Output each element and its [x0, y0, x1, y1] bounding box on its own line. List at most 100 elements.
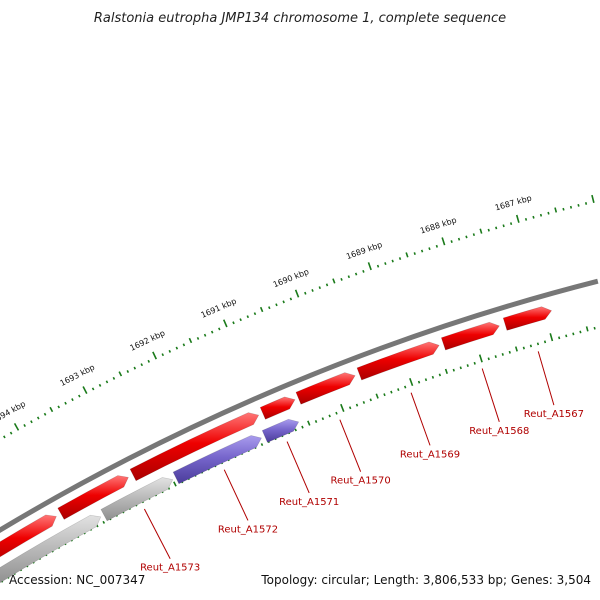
- outer-scale-tick: [203, 333, 207, 337]
- kbp-tick-label: 1690 kbp: [272, 267, 310, 289]
- inner-scale-tick: [390, 390, 393, 394]
- gene-leader-line: [339, 419, 362, 472]
- outer-scale-tick: [13, 422, 20, 431]
- outer-scale-tick: [196, 336, 200, 340]
- outer-scale-tick: [435, 244, 439, 248]
- gene-label-reut_a1573r[interactable]: Reut_A1573: [140, 563, 200, 574]
- gene-label-reut_a1570[interactable]: Reut_A1570: [331, 476, 391, 487]
- outer-scale-tick: [479, 228, 483, 234]
- outer-scale-tick: [9, 431, 13, 435]
- map-title: Ralstonia eutropha JMP134 chromosome 1, …: [94, 11, 506, 26]
- outer-scale-tick: [175, 346, 179, 350]
- outer-scale-tick: [591, 194, 595, 203]
- outer-scale-tick: [362, 269, 365, 273]
- inner-scale-tick: [307, 420, 311, 426]
- outer-scale-tick: [347, 275, 351, 279]
- outer-scale-tick: [30, 420, 33, 424]
- inner-scale-tick: [558, 336, 561, 340]
- outer-scale-tick: [340, 277, 343, 281]
- gene-arrow-reut_a1571[interactable]: [259, 396, 296, 420]
- outer-scale-tick: [82, 386, 88, 394]
- inner-scale-tick: [549, 333, 554, 342]
- kbp-tick-label: 1689 kbp: [345, 240, 384, 261]
- outer-scale-tick: [304, 291, 307, 295]
- backbone-line: [0, 278, 599, 534]
- outer-scale-tick: [562, 207, 565, 211]
- gene-label-reut_a1571r[interactable]: Reut_A1571: [279, 497, 339, 508]
- gene-arrow-reut_a1573r[interactable]: [100, 477, 174, 522]
- outer-scale-tick: [539, 213, 543, 217]
- outer-scale-tick: [532, 215, 535, 219]
- gene-leader-line: [481, 368, 500, 422]
- kbp-tick-label: 1687 kbp: [494, 193, 533, 212]
- outer-scale-tick: [391, 259, 394, 263]
- outer-scale-tick: [140, 363, 144, 367]
- outer-scale-tick: [487, 228, 490, 232]
- gene-label-reut_a1569[interactable]: Reut_A1569: [400, 449, 460, 460]
- outer-scale-tick: [147, 359, 151, 363]
- outer-scale-tick: [49, 406, 54, 413]
- gene-arrow-reut_a1569[interactable]: [356, 341, 440, 381]
- outer-scale-tick: [246, 315, 250, 319]
- kbp-tick-label: 1688 kbp: [419, 216, 458, 236]
- gene-leader-line: [286, 441, 310, 494]
- inner-scale-tick: [173, 481, 177, 487]
- outer-scale-tick: [384, 262, 387, 266]
- gene-arrow-reut_a1568[interactable]: [440, 321, 500, 351]
- gene-arrow-reut_a1572[interactable]: [129, 412, 260, 482]
- inner-scale-tick: [444, 368, 448, 374]
- outer-scale-tick: [71, 398, 74, 402]
- chromosome-backbone: [0, 278, 599, 534]
- gene-label-reut_a1567[interactable]: Reut_A1567: [524, 409, 584, 420]
- outer-scale-tick: [232, 321, 235, 325]
- gene-features: [0, 306, 553, 585]
- outer-scale-tick: [98, 383, 102, 387]
- outer-scale-tick: [428, 247, 431, 251]
- inner-scale-tick: [466, 364, 469, 368]
- outer-scale-tick: [569, 205, 573, 209]
- sequence-summary: Topology: circular; Length: 3,806,533 bp…: [261, 573, 591, 587]
- outer-scale-tick: [398, 257, 402, 260]
- gene-arrow-reut_a1573[interactable]: [57, 475, 129, 520]
- outer-scale-tick: [210, 330, 214, 334]
- outer-scale-tick: [515, 214, 520, 223]
- inner-scale-tick: [375, 393, 379, 399]
- gene-arrow-reut_a1572r[interactable]: [172, 435, 262, 485]
- inner-scale-tick: [335, 411, 338, 415]
- inner-scale-tick: [459, 366, 462, 370]
- outer-scale-tick: [413, 252, 416, 255]
- outer-scale-tick: [472, 233, 476, 237]
- gene-arrow-reut_a1570[interactable]: [295, 372, 356, 405]
- gene-label-reut_a1568[interactable]: Reut_A1568: [469, 426, 529, 437]
- outer-scale-tick: [64, 401, 67, 405]
- accession-label: Accession: NC_007347: [9, 573, 146, 587]
- gene-leader-line: [143, 508, 171, 559]
- inner-scale-tick: [543, 340, 547, 344]
- outer-scale-tick: [554, 207, 558, 213]
- outer-scale-tick: [289, 297, 293, 301]
- outer-scale-tick: [275, 303, 278, 307]
- inner-scale-tick: [102, 520, 106, 524]
- inner-scale-tick: [494, 355, 497, 359]
- outer-scale-tick: [112, 376, 116, 380]
- inner-scale-tick: [355, 403, 359, 407]
- outer-scale-tick: [43, 412, 47, 416]
- inner-scale-tick: [417, 380, 421, 384]
- gene-label-reut_a1572r[interactable]: Reut_A1572: [218, 524, 278, 535]
- outer-scale-tick: [282, 300, 285, 304]
- gene-arrow-reut_a1567[interactable]: [502, 306, 553, 331]
- outer-scale-tick: [222, 319, 228, 328]
- outer-scale-tick: [325, 283, 329, 287]
- outer-scale-tick: [584, 202, 588, 205]
- inner-scale-tick: [438, 373, 442, 377]
- outer-scale-tick: [36, 416, 40, 420]
- outer-scale-tick: [420, 249, 424, 253]
- outer-scale-tick: [354, 272, 358, 276]
- outer-scale-tick: [509, 222, 513, 226]
- gene-arrow-reut_a1574[interactable]: [0, 514, 57, 567]
- outer-scale-tick: [78, 394, 81, 398]
- outer-scale-tick: [218, 327, 221, 331]
- gene-arrow-reut_a1571r[interactable]: [261, 418, 300, 443]
- gene-arrow-reut_a1574r[interactable]: [0, 514, 102, 585]
- outer-scale-tick: [405, 252, 409, 258]
